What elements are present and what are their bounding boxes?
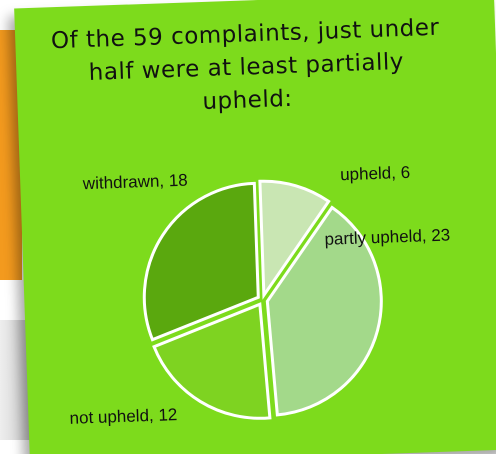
sticky-note: Of the 59 complaints, just under half we… bbox=[14, 0, 496, 454]
pie-slice bbox=[142, 181, 260, 342]
pie-slice bbox=[152, 302, 272, 420]
pie-slice bbox=[258, 179, 331, 300]
slice-label: upheld, 6 bbox=[339, 162, 411, 185]
pie-slice bbox=[265, 205, 383, 417]
pie-chart bbox=[142, 179, 383, 420]
